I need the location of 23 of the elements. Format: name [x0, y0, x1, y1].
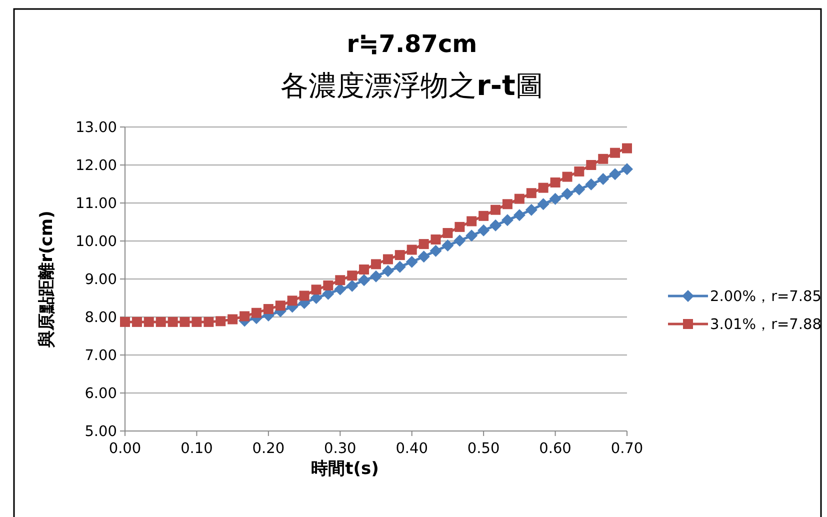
legend-label: 2.00%，r=7.85 — [710, 289, 822, 305]
y-tick-label: 10.00 — [75, 234, 117, 250]
x-tick-label: 0.40 — [396, 441, 428, 457]
legend-label: 3.01%，r=7.88 — [710, 317, 822, 333]
y-tick-label: 6.00 — [84, 386, 117, 402]
x-axis-title: 時間t(s) — [311, 459, 379, 479]
x-tick-label: 0.60 — [539, 441, 572, 457]
x-tick-label: 0.50 — [467, 441, 500, 457]
x-tick-label: 0.30 — [324, 441, 356, 457]
y-tick-label: 9.00 — [84, 272, 117, 288]
x-tick-label: 0.00 — [108, 441, 142, 457]
chart-subtitle: 各濃度漂浮物之r-t圖 — [280, 69, 544, 102]
y-tick-label: 5.00 — [84, 424, 117, 440]
y-tick-label: 11.00 — [75, 196, 117, 212]
x-tick-label: 0.20 — [252, 441, 285, 457]
y-axis-title: 與原點距離r(cm) — [37, 210, 57, 348]
y-tick-label: 7.00 — [84, 348, 117, 364]
x-tick-label: 0.10 — [180, 441, 213, 457]
y-tick-label: 12.00 — [75, 158, 117, 174]
y-tick-label: 8.00 — [84, 310, 117, 326]
x-tick-label: 0.70 — [610, 441, 644, 457]
chart-title: r≒7.87cm — [346, 30, 478, 58]
y-tick-label: 13.00 — [75, 120, 117, 136]
